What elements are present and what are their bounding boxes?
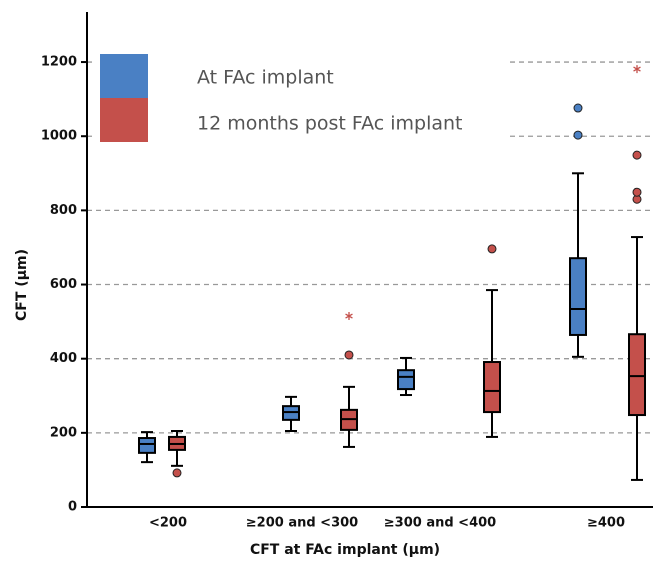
x-tick-label: ≥300 and <400 bbox=[384, 516, 496, 531]
y-tick-label: 600 bbox=[50, 277, 77, 292]
extreme-outlier bbox=[345, 312, 353, 321]
y-axis-title: CFT (µm) bbox=[14, 249, 30, 321]
box bbox=[397, 369, 415, 391]
outlier bbox=[573, 130, 583, 140]
outlier bbox=[344, 350, 354, 360]
legend-swatch bbox=[100, 54, 148, 98]
y-tick-label: 1000 bbox=[41, 129, 77, 144]
y-tick-label: 1200 bbox=[41, 55, 77, 70]
legend-label: 12 months post FAc implant bbox=[197, 113, 463, 135]
outlier bbox=[573, 103, 583, 113]
extreme-outlier bbox=[633, 65, 641, 74]
y-tick-label: 0 bbox=[68, 500, 77, 515]
box bbox=[138, 437, 156, 454]
legend-label: At FAc implant bbox=[197, 67, 334, 89]
y-tick-label: 200 bbox=[50, 425, 77, 440]
y-tick-label: 800 bbox=[50, 203, 77, 218]
x-tick-label: <200 bbox=[149, 516, 187, 531]
box bbox=[569, 257, 587, 336]
x-axis-title: CFT at FAc implant (µm) bbox=[250, 542, 440, 558]
x-tick-label: ≥400 bbox=[587, 516, 625, 531]
outlier bbox=[632, 187, 642, 197]
y-tick-label: 400 bbox=[50, 351, 77, 366]
outlier bbox=[632, 150, 642, 160]
legend-background bbox=[92, 46, 510, 154]
outlier bbox=[172, 468, 182, 478]
box bbox=[628, 333, 646, 417]
box bbox=[483, 361, 501, 414]
legend-swatch bbox=[100, 98, 148, 142]
x-tick-label: ≥200 and <300 bbox=[246, 516, 358, 531]
outlier bbox=[487, 244, 497, 254]
